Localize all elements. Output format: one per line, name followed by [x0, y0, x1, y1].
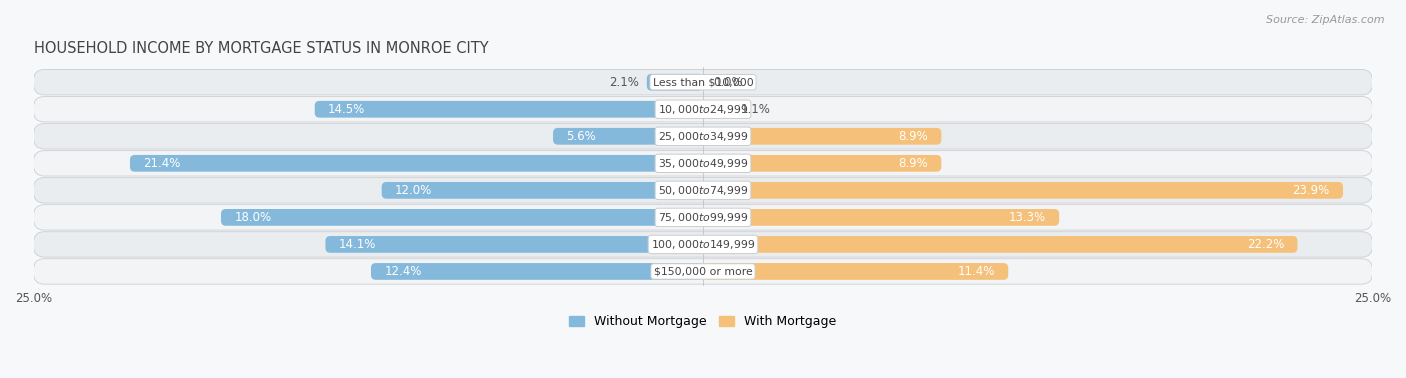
Text: $75,000 to $99,999: $75,000 to $99,999 — [658, 211, 748, 224]
FancyBboxPatch shape — [34, 150, 1372, 176]
FancyBboxPatch shape — [703, 263, 1008, 280]
Legend: Without Mortgage, With Mortgage: Without Mortgage, With Mortgage — [569, 315, 837, 328]
Text: Source: ZipAtlas.com: Source: ZipAtlas.com — [1267, 15, 1385, 25]
FancyBboxPatch shape — [34, 232, 1372, 257]
FancyBboxPatch shape — [34, 204, 1372, 230]
Text: Less than $10,000: Less than $10,000 — [652, 77, 754, 87]
Text: $50,000 to $74,999: $50,000 to $74,999 — [658, 184, 748, 197]
Text: 0.0%: 0.0% — [714, 76, 744, 89]
Text: $25,000 to $34,999: $25,000 to $34,999 — [658, 130, 748, 143]
Text: 18.0%: 18.0% — [235, 211, 271, 224]
Text: 1.1%: 1.1% — [741, 103, 770, 116]
Text: 8.9%: 8.9% — [898, 130, 928, 143]
FancyBboxPatch shape — [325, 236, 703, 253]
Text: $150,000 or more: $150,000 or more — [654, 266, 752, 276]
FancyBboxPatch shape — [129, 155, 703, 172]
Text: 22.2%: 22.2% — [1247, 238, 1284, 251]
Text: 12.0%: 12.0% — [395, 184, 432, 197]
Text: 13.3%: 13.3% — [1008, 211, 1046, 224]
FancyBboxPatch shape — [703, 101, 733, 118]
FancyBboxPatch shape — [703, 155, 942, 172]
Text: 8.9%: 8.9% — [898, 157, 928, 170]
Text: 11.4%: 11.4% — [957, 265, 995, 278]
Text: 2.1%: 2.1% — [609, 76, 638, 89]
Text: HOUSEHOLD INCOME BY MORTGAGE STATUS IN MONROE CITY: HOUSEHOLD INCOME BY MORTGAGE STATUS IN M… — [34, 42, 488, 56]
FancyBboxPatch shape — [34, 259, 1372, 284]
FancyBboxPatch shape — [703, 236, 1298, 253]
FancyBboxPatch shape — [34, 96, 1372, 122]
FancyBboxPatch shape — [34, 178, 1372, 203]
Text: $35,000 to $49,999: $35,000 to $49,999 — [658, 157, 748, 170]
Text: 14.1%: 14.1% — [339, 238, 377, 251]
Text: 5.6%: 5.6% — [567, 130, 596, 143]
FancyBboxPatch shape — [371, 263, 703, 280]
FancyBboxPatch shape — [221, 209, 703, 226]
FancyBboxPatch shape — [647, 74, 703, 91]
FancyBboxPatch shape — [34, 70, 1372, 95]
Text: 14.5%: 14.5% — [328, 103, 366, 116]
FancyBboxPatch shape — [553, 128, 703, 145]
FancyBboxPatch shape — [315, 101, 703, 118]
Text: 23.9%: 23.9% — [1292, 184, 1330, 197]
Text: $10,000 to $24,999: $10,000 to $24,999 — [658, 103, 748, 116]
FancyBboxPatch shape — [381, 182, 703, 199]
FancyBboxPatch shape — [703, 128, 942, 145]
FancyBboxPatch shape — [703, 209, 1059, 226]
FancyBboxPatch shape — [703, 182, 1343, 199]
FancyBboxPatch shape — [34, 124, 1372, 149]
Text: 21.4%: 21.4% — [143, 157, 181, 170]
Text: 12.4%: 12.4% — [384, 265, 422, 278]
Text: $100,000 to $149,999: $100,000 to $149,999 — [651, 238, 755, 251]
